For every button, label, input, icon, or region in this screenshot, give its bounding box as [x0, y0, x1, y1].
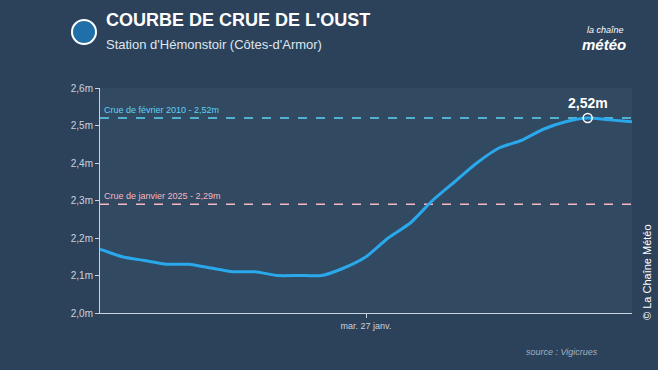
svg-text:COURBE DE CRUE DE L'OUST: COURBE DE CRUE DE L'OUST [106, 10, 370, 30]
svg-text:Station d'Hémonstoir (Côtes-d': Station d'Hémonstoir (Côtes-d'Armor) [106, 37, 322, 52]
svg-text:la chaîne: la chaîne [587, 25, 624, 35]
svg-text:2,3m: 2,3m [71, 195, 93, 206]
svg-text:2,0m: 2,0m [71, 308, 93, 319]
svg-text:© La Chaîne Météo: © La Chaîne Météo [641, 224, 653, 320]
svg-text:Crue de janvier 2025 - 2,29m: Crue de janvier 2025 - 2,29m [104, 191, 221, 201]
svg-text:2,4m: 2,4m [71, 158, 93, 169]
svg-text:2,1m: 2,1m [71, 270, 93, 281]
svg-text:2,2m: 2,2m [71, 233, 93, 244]
svg-text:source : Vigicrues: source : Vigicrues [526, 347, 598, 357]
svg-text:2,5m: 2,5m [71, 120, 93, 131]
svg-text:2,52m: 2,52m [568, 95, 608, 111]
svg-text:météo: météo [582, 36, 626, 53]
svg-text:2,6m: 2,6m [71, 83, 93, 94]
svg-text:mar. 27 janv.: mar. 27 janv. [341, 321, 392, 331]
svg-text:Crue de février 2010 - 2,52m: Crue de février 2010 - 2,52m [104, 105, 219, 115]
